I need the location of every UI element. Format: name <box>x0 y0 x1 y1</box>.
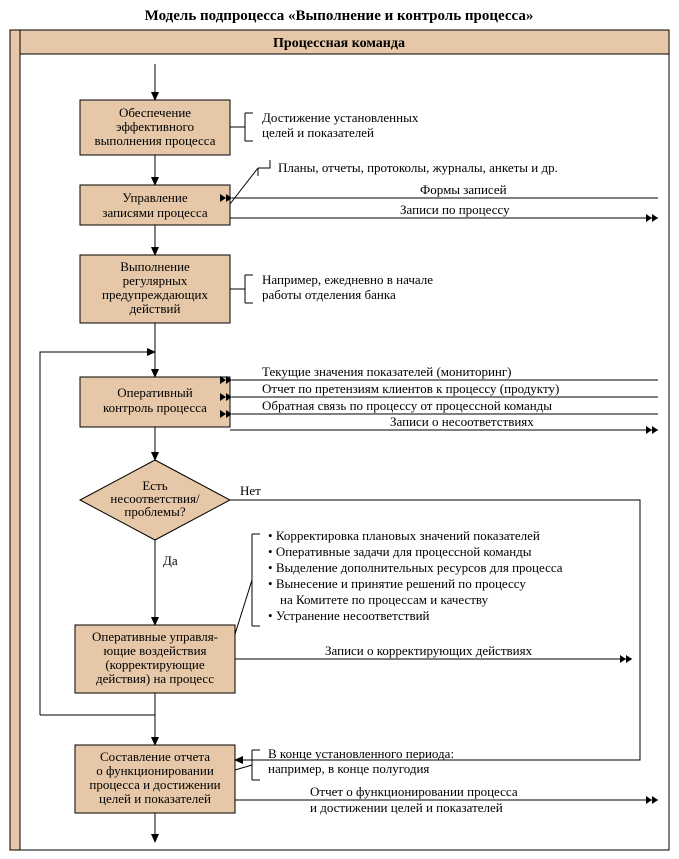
node-1-l3: выполнения процесса <box>95 133 216 148</box>
node-5-l1: Оперативные управля- <box>92 629 218 644</box>
node-3-l3: предупреждающих <box>102 287 208 302</box>
node-2-l1: Управление <box>122 190 187 205</box>
annot-2-top: Планы, отчеты, протоколы, журналы, анкет… <box>278 160 558 175</box>
annot-2-in: Формы записей <box>420 182 507 197</box>
node-3-l4: действий <box>130 301 181 316</box>
annot-2-out: Записи по процессу <box>400 202 510 217</box>
dec-l3: проблемы? <box>124 504 185 519</box>
annot-5-out: Записи о корректирующих действиях <box>325 643 533 658</box>
node-4-l2: контроль процесса <box>103 400 207 415</box>
annot-6-l1: В конце установленного периода: <box>268 746 454 761</box>
bullet-2: • Выделение дополнительных ресурсов для … <box>268 560 563 575</box>
node-3-l2: регулярных <box>123 273 188 288</box>
annot-6-out-l2: и достижении целей и показателей <box>310 800 503 815</box>
node-1-l1: Обеспечение <box>119 105 191 120</box>
connector-2top <box>230 168 258 204</box>
title: Модель подпроцесса «Выполнение и контрол… <box>145 8 534 24</box>
annot-6-out-l1: Отчет о функционировании процесса <box>310 784 518 799</box>
node-1-l2: эффективного <box>116 119 194 134</box>
header-text: Процессная команда <box>273 36 405 51</box>
dec-yes: Да <box>163 553 178 568</box>
node-5-l4: действия) на процесс <box>96 671 214 686</box>
node-6-l3: процесса и достижении <box>89 777 220 792</box>
node-5-l2: ющие воздействия <box>103 643 206 658</box>
node-4-l1: Оперативный <box>117 385 193 400</box>
node-3-l1: Выполнение <box>120 259 190 274</box>
dec-no: Нет <box>240 483 261 498</box>
annot-3-l2: работы отделения банка <box>262 287 396 302</box>
bracket-2top <box>258 160 270 176</box>
node-2-l2: записями процесса <box>102 205 208 220</box>
bullet-4: на Комитете по процессам и качеству <box>280 592 489 607</box>
annot-3-l1: Например, ежедневно в начале <box>262 272 433 287</box>
node-6-l2: о функционировании <box>96 763 214 778</box>
annot-4-in2: Отчет по претензиям клиентов к процессу … <box>262 381 559 396</box>
bracket-6 <box>252 750 260 780</box>
bullet-0: • Корректировка плановых значений показа… <box>268 528 540 543</box>
bullet-1: • Оперативные задачи для процессной кома… <box>268 544 532 559</box>
annot-4-out: Записи о несоответствиях <box>390 414 534 429</box>
annot-6-l2: например, в конце полугодия <box>268 761 429 776</box>
annot-1-l1: Достижение установленных <box>262 110 419 125</box>
bracket-1 <box>230 113 253 141</box>
left-bar <box>10 30 20 850</box>
flowchart-svg: Модель подпроцесса «Выполнение и контрол… <box>0 0 679 859</box>
bullet-3: • Вынесение и принятие решений по процес… <box>268 576 526 591</box>
node-6-l1: Составление отчета <box>100 749 210 764</box>
node-6-l4: целей и показателей <box>99 791 211 806</box>
arrow-5-loop <box>40 693 155 715</box>
connector-6 <box>235 765 252 770</box>
bracket-5 <box>252 534 260 626</box>
node-5-l3: (корректирующие <box>105 657 205 672</box>
bracket-3 <box>230 275 253 303</box>
annot-4-in3: Обратная связь по процессу от процессной… <box>262 398 552 413</box>
bullet-5: • Устранение несоответствий <box>268 608 430 623</box>
annot-4-in1: Текущие значения показателей (мониторинг… <box>262 364 512 379</box>
annot-1-l2: целей и показателей <box>262 125 374 140</box>
